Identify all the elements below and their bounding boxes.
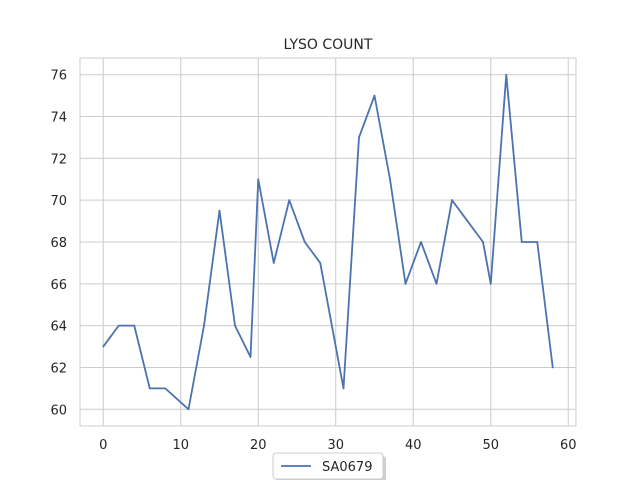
data-point [489,282,492,285]
y-tick-label: 66 [50,278,67,293]
data-point [102,345,105,348]
data-point [234,324,236,327]
x-tick-label: 60 [560,438,577,453]
data-point [389,178,391,181]
x-tick-label: 10 [172,438,189,453]
data-point [203,324,205,327]
grid-lines [80,58,576,426]
x-tick-label: 30 [327,438,344,453]
data-point [520,241,523,243]
data-point [133,324,136,327]
y-tick-label: 72 [50,152,67,167]
legend-label: SA0679 [322,460,372,475]
data-point [505,73,508,76]
data-point [148,387,151,390]
data-point [373,94,376,97]
y-tick-label: 60 [50,403,67,418]
x-tick-label: 20 [250,438,267,453]
y-tick-label: 62 [50,361,67,376]
data-point [536,241,539,243]
data-point [420,241,422,243]
legend: SA0679 [272,452,386,480]
data-point [303,241,306,243]
data-point [551,366,554,369]
data-point [257,178,260,181]
x-tick-label: 50 [482,438,499,453]
x-axis-ticks: 0 10 20 30 40 50 60 [99,438,576,453]
data-point [164,387,167,390]
x-tick-label: 40 [405,438,422,453]
data-point [288,199,291,202]
data-point [272,262,275,264]
series-layer [102,73,554,411]
data-point [117,324,120,327]
data-point [466,220,469,222]
data-point [404,282,407,285]
y-tick-label: 74 [50,111,67,126]
data-point [435,282,438,285]
data-point [249,356,252,358]
data-point [342,387,345,390]
data-point [358,136,360,139]
data-point [319,262,322,264]
plot-area-frame [79,57,577,427]
data-point [187,408,190,411]
y-tick-label: 70 [50,194,67,209]
series-line [102,73,554,411]
y-tick-label: 68 [50,236,67,251]
x-tick-label: 0 [99,438,107,453]
y-axis-ticks: 60 62 64 66 68 70 72 74 76 [50,69,67,419]
chart-title: LYSO COUNT [284,37,373,53]
data-point [218,209,221,212]
y-tick-label: 76 [50,69,67,84]
data-point [451,199,453,202]
legend-box [272,452,384,480]
data-point [482,241,484,243]
y-tick-label: 64 [50,320,67,335]
